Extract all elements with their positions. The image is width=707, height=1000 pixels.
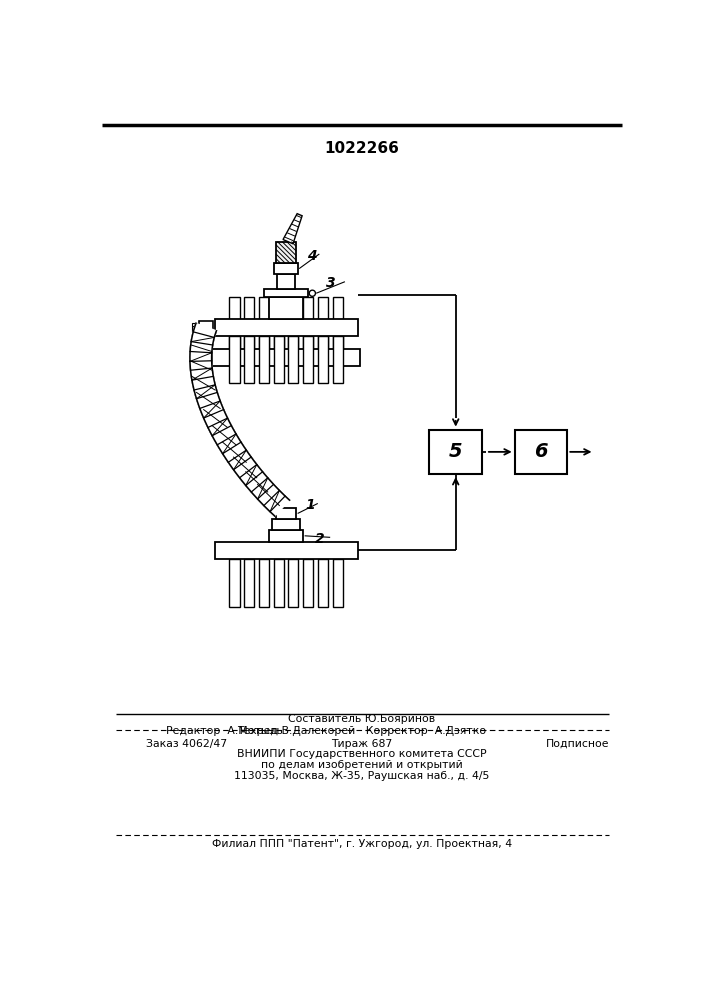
Bar (269, 530, 303, 542)
Bar (212, 349, 360, 366)
Circle shape (309, 290, 315, 296)
Text: Составитель Ю.Бояринов: Составитель Ю.Бояринов (288, 714, 436, 724)
Text: Редактор  А.Мотыль: Редактор А.Мотыль (166, 726, 283, 736)
Bar (429, 430, 482, 474)
Bar (244, 297, 255, 349)
Bar (274, 559, 284, 607)
Bar (303, 297, 313, 349)
Bar (317, 336, 328, 383)
Text: ВНИИПИ Государственного комитета СССР: ВНИИПИ Государственного комитета СССР (237, 749, 486, 759)
Text: 2: 2 (315, 532, 325, 546)
Bar (274, 263, 298, 274)
Text: по делам изобретений и открытий: по делам изобретений и открытий (261, 760, 463, 770)
Text: 1022266: 1022266 (325, 141, 399, 156)
Bar (192, 326, 198, 329)
Bar (192, 329, 198, 332)
Bar (274, 336, 284, 383)
Bar (332, 336, 343, 383)
Text: 4: 4 (307, 249, 317, 263)
Bar (230, 559, 240, 607)
Bar (259, 297, 269, 349)
Text: 5: 5 (449, 442, 462, 461)
Bar (276, 242, 296, 263)
Bar (288, 336, 298, 383)
Bar (259, 559, 269, 607)
Text: Тираж 687: Тираж 687 (332, 739, 392, 749)
Bar (215, 319, 358, 336)
Bar (230, 297, 240, 349)
Bar (264, 289, 308, 297)
Bar (199, 321, 213, 333)
Polygon shape (190, 323, 289, 516)
Bar (515, 430, 567, 474)
Bar (259, 336, 269, 383)
Polygon shape (283, 214, 302, 244)
Bar (288, 297, 298, 349)
Text: Филиал ППП "Патент", г. Ужгород, ул. Проектная, 4: Филиал ППП "Патент", г. Ужгород, ул. Про… (212, 839, 512, 849)
Text: Заказ 4062/47: Заказ 4062/47 (146, 739, 228, 749)
Bar (215, 542, 358, 559)
Bar (288, 559, 298, 607)
Bar (303, 336, 313, 383)
Bar (230, 336, 240, 383)
Text: 3: 3 (325, 276, 335, 290)
Bar (276, 508, 296, 519)
Bar (272, 519, 300, 530)
Text: Подписное: Подписное (546, 739, 609, 749)
Bar (274, 297, 284, 349)
Text: 6: 6 (534, 442, 548, 461)
Text: Техред В.Далекорей   Корректор  А.Дзятко: Техред В.Далекорей Корректор А.Дзятко (238, 726, 486, 736)
Bar (244, 336, 255, 383)
Bar (332, 559, 343, 607)
Bar (244, 559, 255, 607)
Bar (317, 559, 328, 607)
Text: 1: 1 (305, 498, 315, 512)
Bar (269, 297, 303, 319)
Bar (332, 297, 343, 349)
Bar (192, 323, 198, 326)
Bar (303, 559, 313, 607)
Bar (317, 297, 328, 349)
Text: 113035, Москва, Ж-35, Раушская наб., д. 4/5: 113035, Москва, Ж-35, Раушская наб., д. … (234, 771, 490, 781)
Bar (277, 274, 295, 289)
